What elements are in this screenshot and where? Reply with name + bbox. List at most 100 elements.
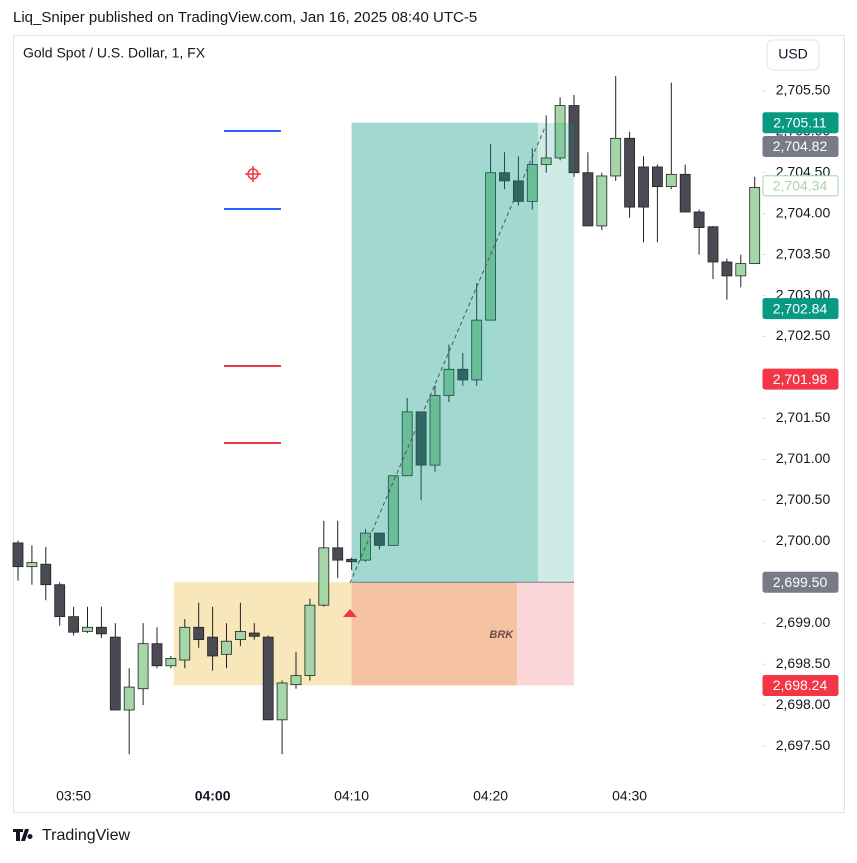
candle-body (304, 604, 316, 677)
candle-body (568, 105, 580, 174)
footer-logo: TradingView (13, 827, 130, 844)
candle-body (123, 686, 135, 711)
candle-body (638, 166, 649, 208)
candle-body (151, 643, 163, 667)
price-label-box (762, 298, 839, 320)
candle-body (207, 636, 219, 657)
candle-body (471, 319, 483, 381)
candle-body (526, 164, 538, 202)
price-label-box (762, 571, 839, 593)
candle-body (735, 263, 747, 277)
y-tick-label: 2,697.50 (776, 737, 831, 753)
candle-body (485, 172, 497, 321)
candle-body (12, 542, 24, 568)
x-tick-label: 04:30 (612, 788, 647, 804)
candle-body (540, 157, 552, 165)
signal-marker (343, 609, 357, 617)
y-tick-label: 2,698.50 (776, 655, 831, 671)
loss-zone (351, 582, 574, 686)
chart-frame (13, 35, 845, 813)
y-tick-label: 2,701.50 (776, 409, 831, 425)
candle-body (387, 475, 399, 546)
candle-body (513, 180, 524, 202)
candle-body (276, 682, 288, 721)
x-tick-label: 04:10 (334, 788, 369, 804)
y-tick-label: 2,702.50 (776, 327, 831, 343)
candle-body (234, 630, 246, 640)
profit-zone (351, 122, 538, 583)
price-label: 2,705.11 (773, 114, 827, 130)
price-label: 2,704.82 (773, 138, 828, 154)
currency-label: USD (778, 46, 808, 62)
candle-body (499, 172, 510, 182)
candle-body (443, 368, 455, 396)
y-tick-label: 2,698.00 (776, 696, 831, 712)
candle-body (221, 640, 232, 655)
candle-body (693, 211, 705, 228)
y-tick-label: 2,700.00 (776, 532, 831, 548)
price-label-box (762, 175, 839, 197)
candle-body (554, 105, 566, 159)
price-label: 2,698.24 (773, 677, 828, 693)
candle-body (82, 626, 93, 632)
candle-body (68, 616, 79, 633)
x-tick-label: 04:20 (473, 788, 508, 804)
profit-zone-ext (537, 122, 574, 583)
plot: 2,697.50 2,698.00 2,698.50 2,699.00 2,699.50… (12, 76, 839, 804)
candle-body (360, 532, 371, 561)
candle-body (165, 658, 177, 667)
trend-dashed-line (349, 124, 547, 584)
candle-body (248, 632, 260, 637)
candle-body (707, 226, 719, 263)
x-tick-label: 03:50 (56, 788, 91, 804)
candle-body (749, 187, 761, 265)
candle-body (262, 636, 274, 721)
price-label-box (762, 135, 839, 157)
price-label-box (762, 674, 839, 696)
price-label: 2,701.98 (773, 371, 828, 387)
candle-body (54, 584, 66, 618)
candle-body (624, 137, 635, 208)
price-label-box (762, 368, 839, 390)
candle-body (457, 368, 469, 381)
y-tick-label: 2,699.00 (776, 614, 831, 630)
publisher-line: Liq_Sniper published on TradingView.com,… (13, 9, 477, 26)
price-label: 2,699.50 (773, 574, 828, 590)
x-tick-label: 04:00 (195, 788, 231, 804)
candle-body (610, 137, 622, 177)
y-tick-label: 2,705.50 (776, 81, 831, 97)
candle-body (582, 172, 594, 227)
candle-body (373, 532, 385, 546)
brand-name: TradingView (42, 827, 130, 844)
candle-body (665, 173, 677, 188)
candle-body (137, 643, 149, 690)
currency-button[interactable] (766, 39, 820, 71)
candle-body (415, 411, 427, 466)
candle-body (318, 547, 330, 606)
y-tick-label: 2,701.00 (776, 450, 831, 466)
y-tick-label: 2,704.00 (776, 204, 831, 220)
candle-body (26, 562, 38, 568)
candle-body (346, 558, 358, 563)
price-label: 2,702.84 (773, 300, 828, 316)
candle-body (290, 675, 302, 686)
y-tick-label: 2,700.50 (776, 491, 831, 507)
candle-body (596, 175, 608, 227)
price-label-box (762, 112, 839, 134)
candle-body (429, 395, 441, 466)
annotation: BRK (489, 629, 514, 641)
candle-body (721, 261, 733, 277)
setup-box (173, 582, 518, 686)
price-label: 2,704.34 (773, 178, 828, 194)
candle-body (193, 626, 205, 640)
candle-body (109, 636, 121, 711)
y-tick-label: 2,703.50 (776, 245, 831, 261)
candle-body (96, 626, 107, 635)
candle-body (652, 166, 663, 188)
candle-body (40, 563, 52, 586)
symbol-title: Gold Spot / U.S. Dollar, 1, FX (23, 45, 206, 61)
crosshair-icon (245, 166, 261, 182)
drawings (224, 124, 547, 617)
